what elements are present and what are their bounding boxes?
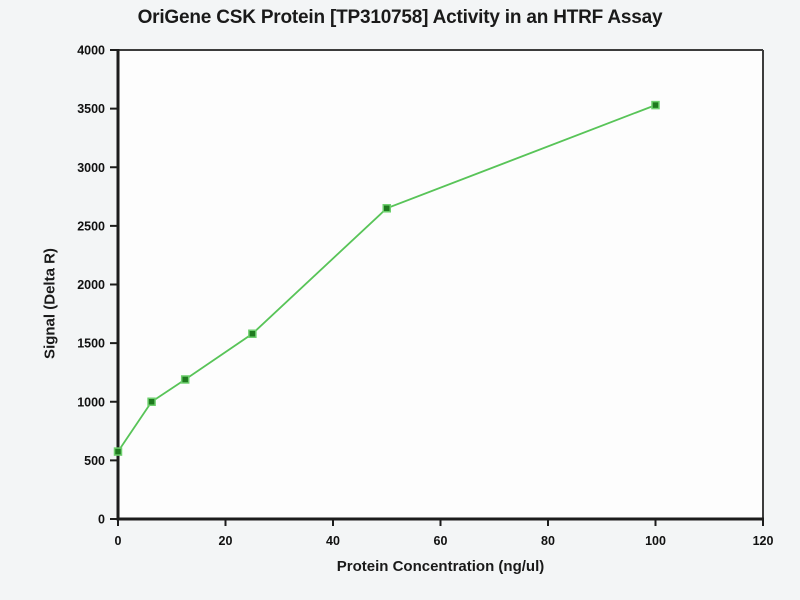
- data-point-marker: [382, 204, 391, 213]
- x-tick-label: 100: [645, 534, 666, 548]
- x-tick-label: 80: [541, 534, 555, 548]
- y-tick-label: 4000: [77, 44, 105, 58]
- x-tick-label: 0: [115, 534, 122, 548]
- x-tick-label: 120: [753, 534, 774, 548]
- y-tick-label: 1500: [77, 337, 105, 351]
- plot-area: [118, 50, 763, 519]
- y-tick-label: 500: [84, 454, 105, 468]
- x-tick-label: 60: [434, 534, 448, 548]
- y-tick-label: 2000: [77, 278, 105, 292]
- x-tick-label: 20: [219, 534, 233, 548]
- y-tick-label: 0: [98, 513, 105, 527]
- data-line: [117, 104, 656, 453]
- data-point-marker: [248, 329, 257, 338]
- data-point-marker: [113, 447, 123, 456]
- y-tick-label: 1000: [77, 395, 105, 409]
- x-tick-label: 40: [326, 534, 340, 548]
- data-point-marker: [147, 397, 156, 406]
- y-tick-label: 3000: [77, 161, 105, 175]
- y-axis-title: Signal (Delta R): [41, 248, 59, 359]
- data-point-marker: [651, 100, 660, 110]
- y-tick-label: 3500: [77, 102, 105, 116]
- x-axis-title: Protein Concentration (ng/ul): [336, 558, 545, 575]
- data-point-marker: [180, 375, 190, 384]
- chart-title: OriGene CSK Protein [TP310758] Activity …: [137, 7, 663, 28]
- y-tick-label: 2500: [77, 219, 105, 233]
